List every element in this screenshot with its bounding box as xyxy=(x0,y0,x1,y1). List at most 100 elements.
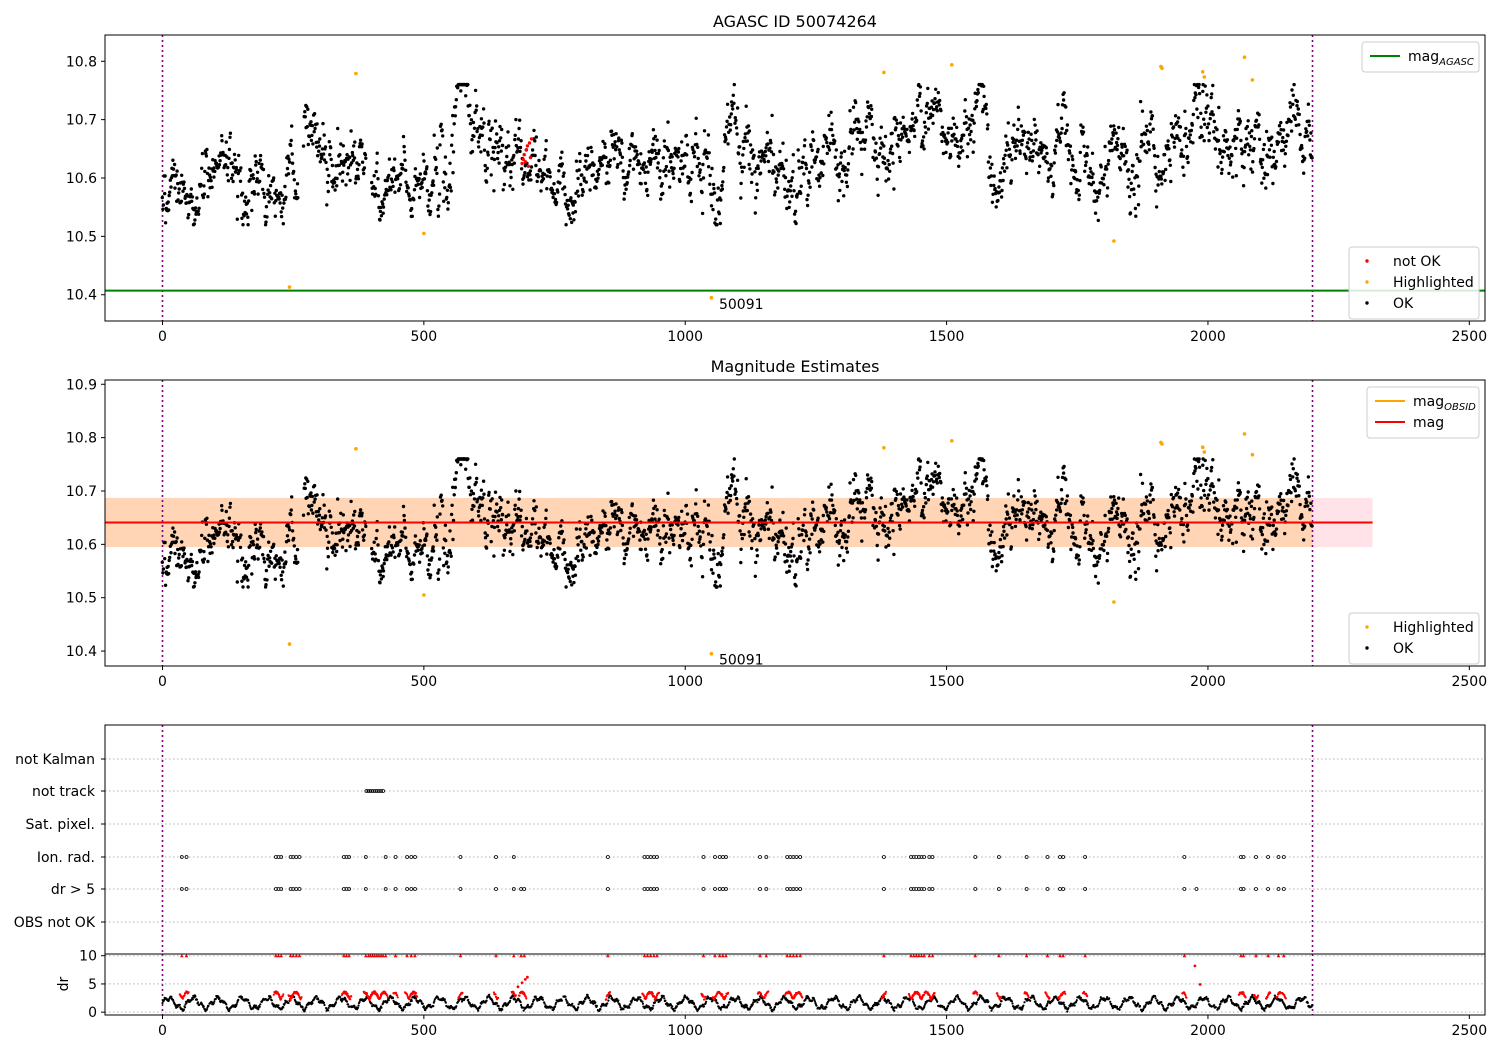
magest-ok-point xyxy=(873,518,878,523)
agasc-ok-point xyxy=(838,161,843,165)
agasc-ok-point xyxy=(217,163,222,167)
magest-ok-point xyxy=(261,553,265,557)
magest-ok-point xyxy=(375,528,379,533)
agasc-ok-point xyxy=(339,142,343,146)
agasc-ok-point xyxy=(439,122,443,127)
agasc-ok-point xyxy=(858,140,862,145)
magest-ok-point xyxy=(360,514,364,518)
agasc-ok-point xyxy=(513,133,517,137)
magest-ok-point xyxy=(1105,534,1109,538)
agasc-ok-point xyxy=(294,192,298,196)
agasc-ok-point xyxy=(1206,104,1210,108)
magest-ok-point xyxy=(407,559,411,563)
agasc-ok-point xyxy=(261,167,266,172)
magest-x-tick-label: 2000 xyxy=(1190,674,1226,690)
agasc-ok-point xyxy=(204,154,209,158)
agasc-ok-point xyxy=(1281,135,1285,140)
magest-ok-point xyxy=(446,571,450,575)
magest-ok-point xyxy=(957,524,962,528)
agasc-ok-point xyxy=(793,209,798,213)
agasc-ok-point xyxy=(886,177,891,181)
flags-marker xyxy=(1276,855,1281,859)
magest-ok-point xyxy=(1176,487,1181,492)
magest-ok-point xyxy=(451,537,455,542)
magest-ok-point xyxy=(568,579,572,584)
magest-ok-point xyxy=(503,532,508,537)
agasc-ok-point xyxy=(566,203,570,207)
agasc-ok-point xyxy=(335,184,339,188)
magest-ok-point xyxy=(358,508,363,512)
agasc-ok-point xyxy=(235,217,239,221)
magest-ok-point xyxy=(343,527,348,531)
magest-ok-point xyxy=(838,529,843,533)
agasc-ok-point xyxy=(642,161,647,165)
magest-ok-point xyxy=(721,536,725,540)
flags-marker xyxy=(372,789,377,793)
agasc-ok-point xyxy=(240,216,244,220)
magest-ok-point xyxy=(899,507,903,512)
agasc-ok-point xyxy=(467,113,471,118)
magest-ok-point xyxy=(728,486,732,491)
agasc-ok-point xyxy=(285,166,290,171)
magest-ok-point xyxy=(968,494,972,498)
magest-ok-point xyxy=(1075,544,1079,548)
dr-ok-point xyxy=(176,1005,179,1008)
magest-ok-point xyxy=(646,537,650,541)
magest-ok-point xyxy=(918,465,922,469)
agasc-ok-point xyxy=(918,85,923,89)
magest-ok-point xyxy=(497,508,502,512)
agasc-ok-point xyxy=(176,181,180,186)
agasc-ok-point xyxy=(413,167,418,171)
magest-ok-point xyxy=(1139,509,1144,513)
agasc-ok-point xyxy=(1224,130,1228,134)
agasc-ok-point xyxy=(1234,146,1238,151)
agasc-ok-point xyxy=(320,147,325,151)
agasc-ok-point xyxy=(789,184,793,188)
agasc-ok-point xyxy=(534,135,538,139)
magest-ok-point xyxy=(924,482,928,487)
agasc-ok-point xyxy=(350,150,355,155)
magest-ok-point xyxy=(357,530,361,534)
agasc-ok-point xyxy=(351,153,355,158)
agasc-ok-point xyxy=(1102,183,1106,187)
agasc-ok-point xyxy=(660,182,664,186)
magest-ok-point xyxy=(342,530,346,535)
agasc-ok-point xyxy=(262,191,266,196)
magest-ok-point xyxy=(776,540,780,544)
magest-ok-point xyxy=(680,509,684,513)
agasc-ok-point xyxy=(1307,123,1312,128)
agasc-ok-point xyxy=(999,195,1004,199)
agasc-ok-point xyxy=(321,152,326,156)
agasc-ok-point xyxy=(993,186,997,191)
magest-ok-point xyxy=(1032,511,1036,515)
magest-ok-point xyxy=(666,517,671,521)
magest-ok-point xyxy=(267,564,271,568)
magest-ok-point xyxy=(772,558,777,562)
flags-marker xyxy=(405,855,410,859)
agasc-ok-point xyxy=(853,120,857,124)
magest-ok-point xyxy=(739,547,743,551)
dr-ok-point xyxy=(161,1001,164,1005)
magest-ok-point xyxy=(955,496,959,500)
agasc-ok-point xyxy=(1274,159,1279,164)
agasc-ok-point xyxy=(716,186,720,190)
magest-ok-point xyxy=(274,554,278,558)
magest-ok-point xyxy=(777,536,781,540)
magest-ok-point xyxy=(949,522,953,527)
magest-ok-point xyxy=(1081,496,1085,500)
agasc-ok-point xyxy=(375,161,379,165)
agasc-ok-point xyxy=(1284,144,1288,148)
agasc-ok-point xyxy=(780,161,784,166)
agasc-ok-point xyxy=(700,190,704,195)
magest-ok-point xyxy=(1054,513,1058,517)
magest-ok-point xyxy=(700,575,705,579)
agasc-ok-point xyxy=(205,147,209,152)
agasc-ok-point xyxy=(1064,105,1068,109)
magest-ok-point xyxy=(483,536,488,540)
magest-ok-point xyxy=(1166,513,1170,517)
magest-ok-point xyxy=(1144,495,1149,499)
magest-ok-point xyxy=(829,482,833,486)
agasc-ok-point xyxy=(1127,177,1131,181)
magest-ok-point xyxy=(1297,484,1302,488)
magest-ok-point xyxy=(741,509,745,513)
